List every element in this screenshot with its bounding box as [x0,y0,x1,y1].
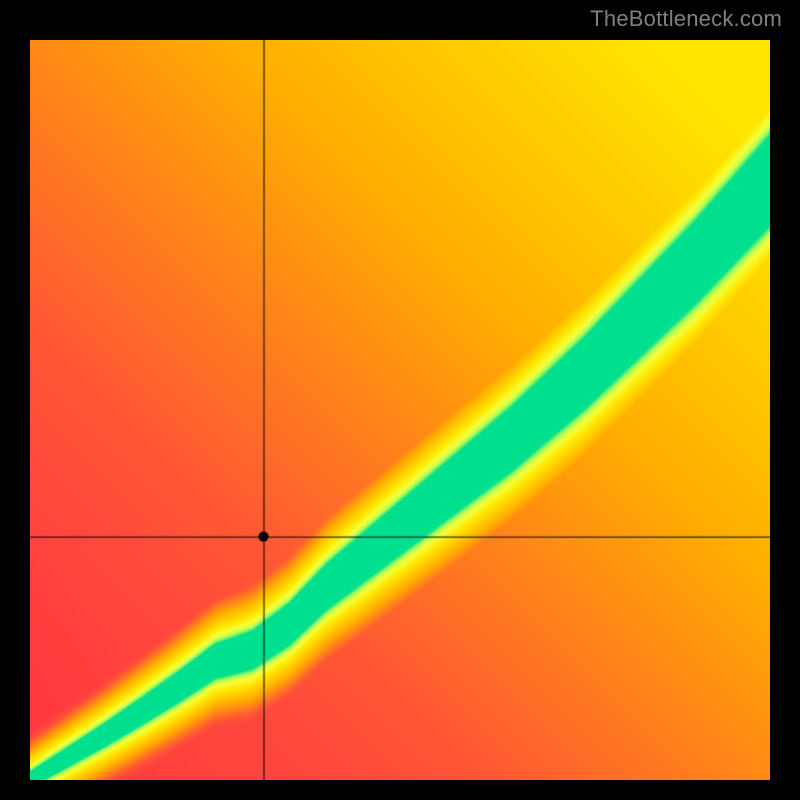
chart-container: TheBottleneck.com [0,0,800,800]
bottleneck-heatmap [30,40,770,780]
watermark-text: TheBottleneck.com [590,6,782,32]
